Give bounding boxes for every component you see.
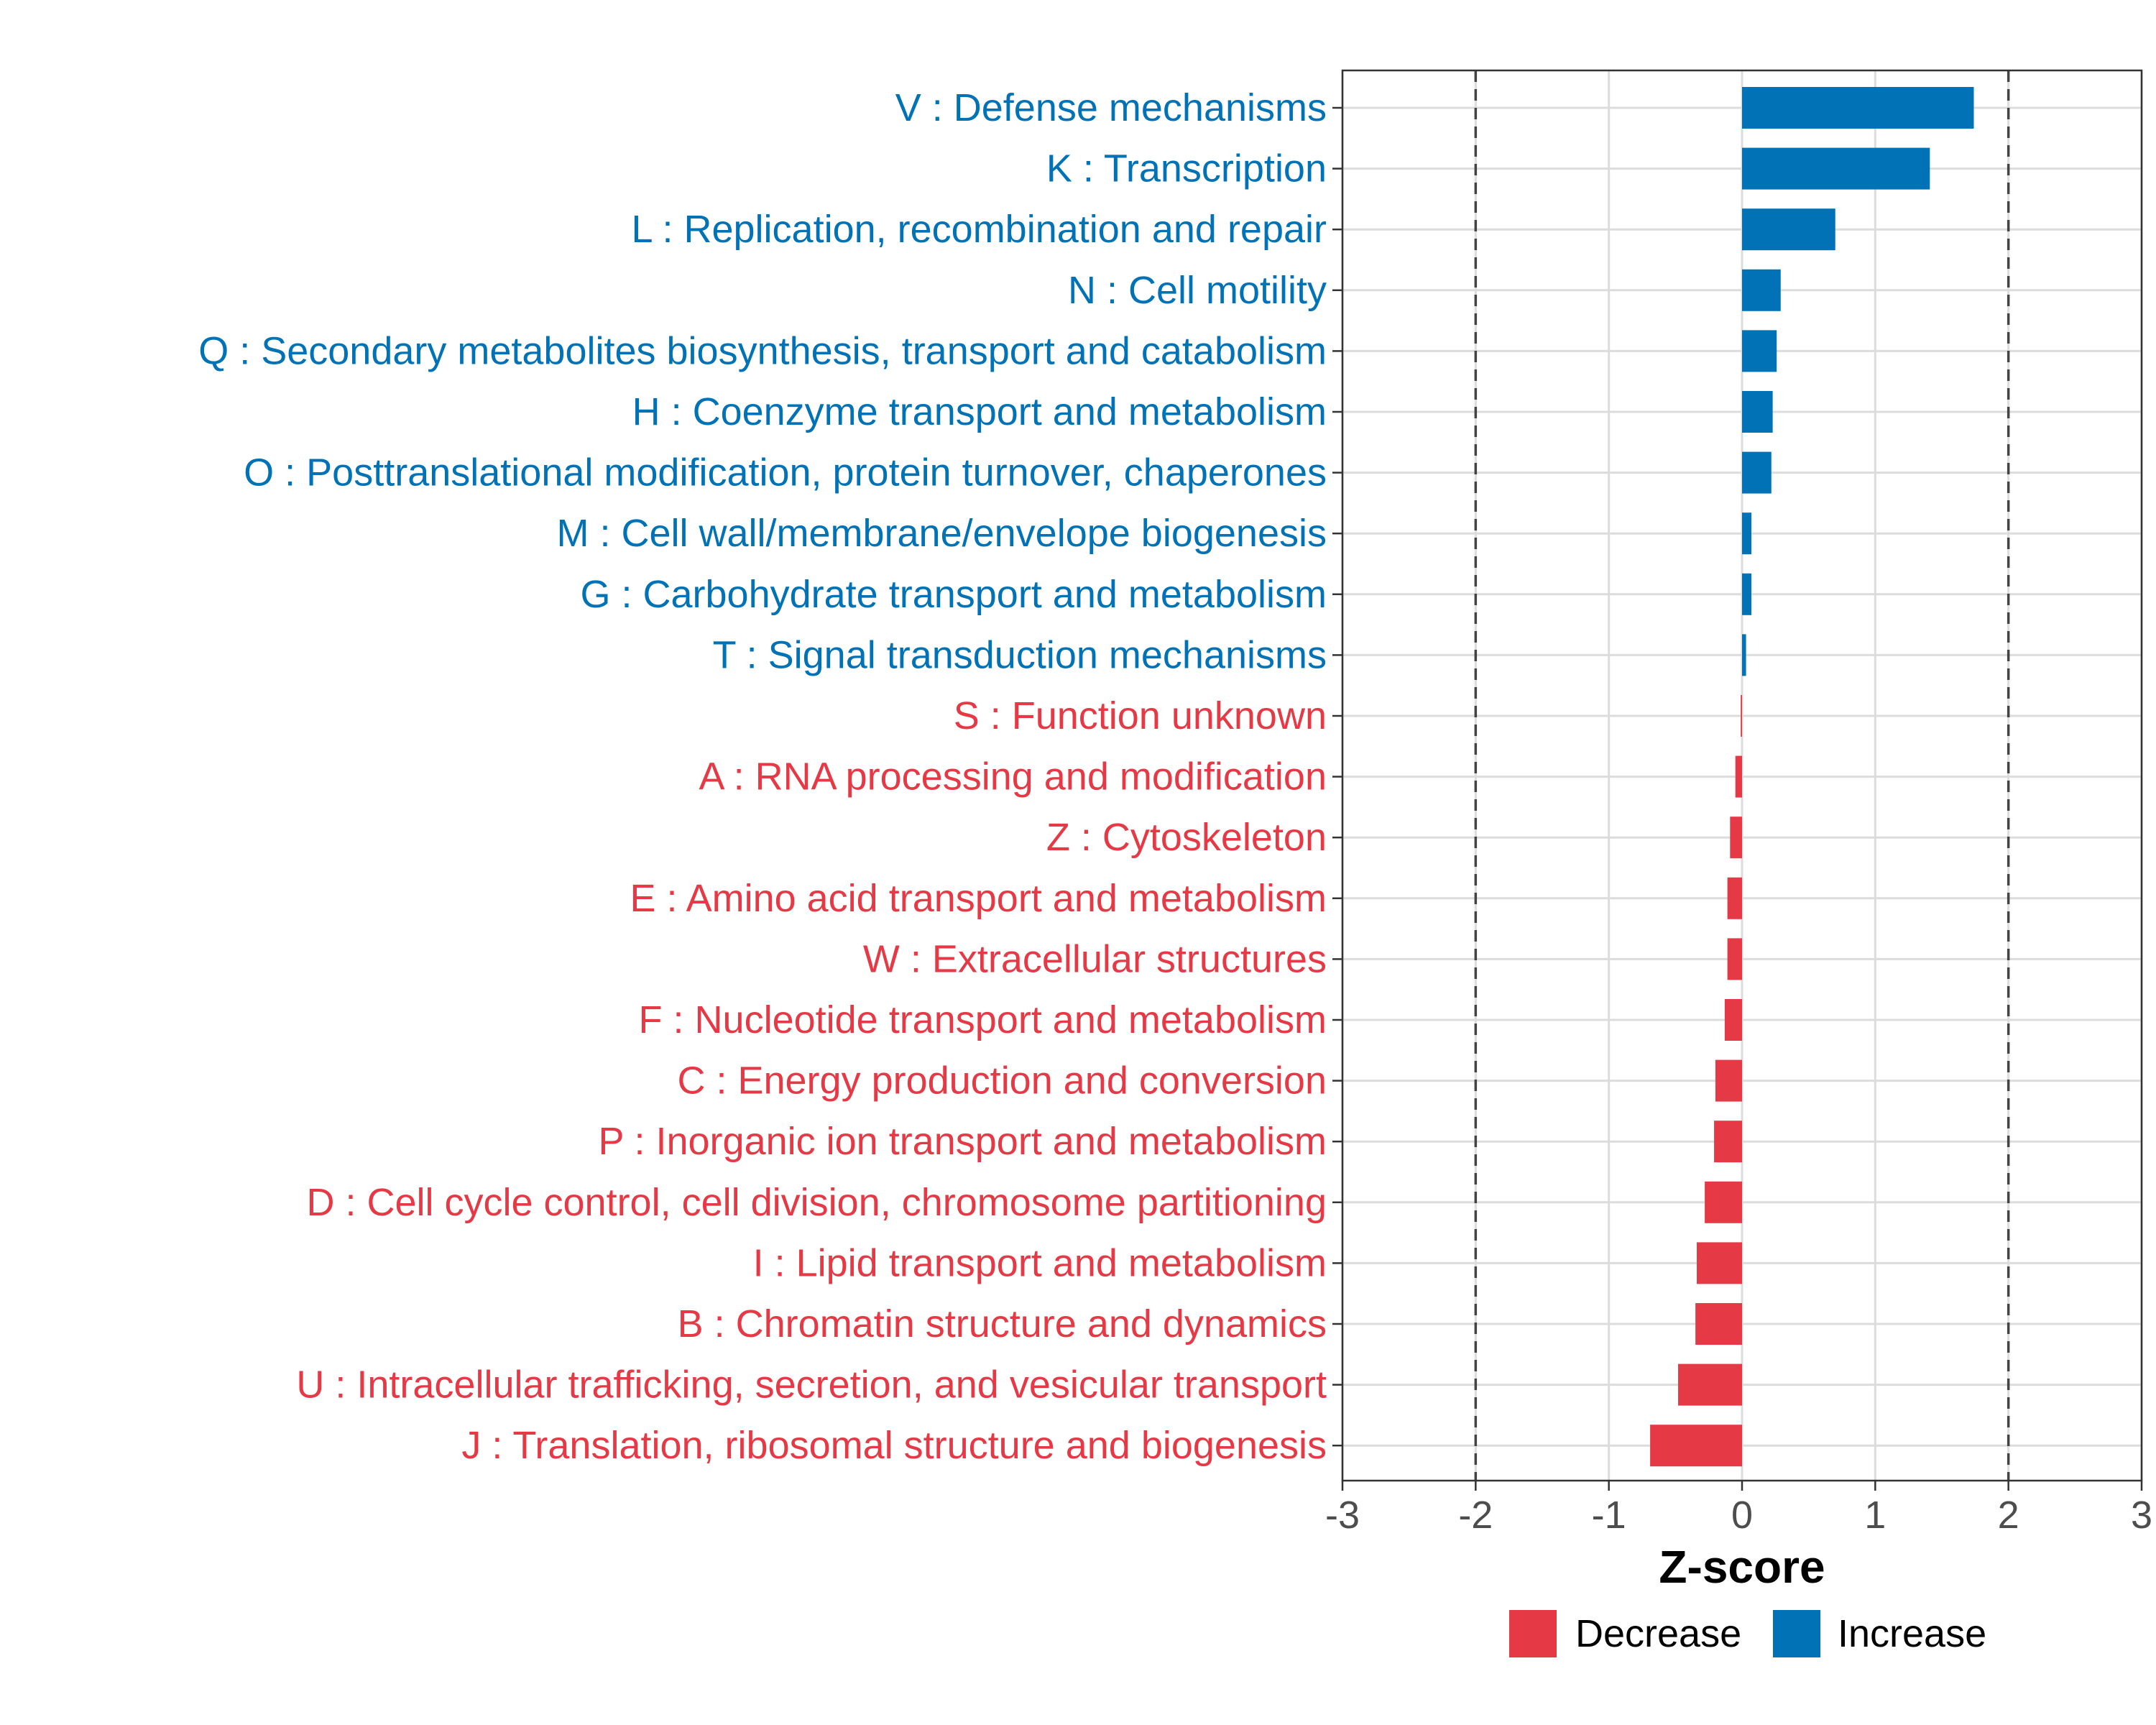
category-label-13: E : Amino acid transport and metabolism <box>630 877 1327 920</box>
category-label-4: Q : Secondary metabolites biosynthesis, … <box>198 329 1327 372</box>
category-label-8: G : Carbohydrate transport and metabolis… <box>581 573 1327 616</box>
bar-16 <box>1715 1059 1742 1102</box>
x-tick-label-0: -3 <box>1325 1494 1360 1537</box>
category-label-1: K : Transcription <box>1046 147 1327 190</box>
category-label-19: I : Lipid transport and metabolism <box>753 1241 1327 1284</box>
bar-15 <box>1724 999 1742 1041</box>
bar-17 <box>1714 1121 1742 1163</box>
category-label-15: F : Nucleotide transport and metabolism <box>639 998 1327 1041</box>
category-label-10: S : Function unknown <box>954 694 1327 737</box>
x-tick-label-2: -1 <box>1592 1494 1626 1537</box>
bar-18 <box>1705 1181 1742 1223</box>
category-label-17: P : Inorganic ion transport and metaboli… <box>598 1120 1327 1163</box>
category-label-21: U : Intracellular trafficking, secretion… <box>296 1363 1327 1407</box>
bar-2 <box>1742 208 1835 251</box>
category-label-20: B : Chromatin structure and dynamics <box>678 1302 1327 1346</box>
legend: Decrease Increase <box>1509 1610 1986 1657</box>
category-label-16: C : Energy production and conversion <box>677 1059 1327 1103</box>
y-axis-ticks <box>1332 106 1342 1447</box>
bar-19 <box>1696 1242 1742 1284</box>
category-label-22: J : Translation, ribosomal structure and… <box>461 1424 1327 1467</box>
bar-6 <box>1742 451 1772 494</box>
x-axis-ticks: -3 -2 -1 0 1 2 3 <box>1325 1481 2152 1537</box>
bar-22 <box>1650 1425 1742 1467</box>
bar-11 <box>1735 755 1742 798</box>
y-axis-labels: V : Defense mechanisms K : Transcription L… <box>198 86 1327 1467</box>
x-axis-title: Z-score <box>1659 1541 1825 1593</box>
category-label-2: L : Replication, recombination and repai… <box>631 208 1327 251</box>
category-label-12: Z : Cytoskeleton <box>1046 816 1327 859</box>
category-label-14: W : Extracellular structures <box>863 937 1327 980</box>
bar-4 <box>1742 330 1777 372</box>
category-label-6: O : Posttranslational modification, prot… <box>244 451 1327 494</box>
bar-1 <box>1742 147 1930 190</box>
category-label-5: H : Coenzyme transport and metabolism <box>632 390 1327 433</box>
x-tick-label-3: 0 <box>1731 1494 1753 1537</box>
bar-0 <box>1742 87 1974 129</box>
x-tick-label-1: -2 <box>1458 1494 1493 1537</box>
category-label-9: T : Signal transduction mechanisms <box>713 633 1327 676</box>
legend-label-increase: Increase <box>1838 1612 1986 1655</box>
bar-14 <box>1727 938 1742 980</box>
category-label-3: N : Cell motility <box>1068 269 1327 312</box>
category-label-18: D : Cell cycle control, cell division, c… <box>306 1181 1327 1224</box>
x-tick-label-4: 1 <box>1864 1494 1886 1537</box>
bar-10 <box>1741 695 1742 737</box>
bar-3 <box>1742 269 1781 311</box>
x-tick-label-6: 3 <box>2131 1494 2152 1537</box>
bar-5 <box>1742 391 1773 433</box>
reference-lines <box>1474 70 2010 1481</box>
legend-key-decrease <box>1509 1610 1557 1657</box>
x-tick-label-5: 2 <box>1998 1494 2019 1537</box>
category-label-7: M : Cell wall/membrane/envelope biogenes… <box>556 512 1327 555</box>
category-label-11: A : RNA processing and modification <box>699 755 1327 799</box>
bar-9 <box>1742 634 1746 676</box>
category-label-0: V : Defense mechanisms <box>895 86 1327 129</box>
bar-20 <box>1695 1303 1742 1345</box>
bar-7 <box>1742 512 1751 555</box>
bar-12 <box>1730 816 1742 859</box>
bars <box>1650 87 1974 1467</box>
bar-8 <box>1742 573 1751 615</box>
bar-21 <box>1678 1363 1742 1406</box>
bar-13 <box>1727 877 1742 919</box>
legend-key-increase <box>1773 1610 1820 1657</box>
legend-label-decrease: Decrease <box>1575 1612 1741 1655</box>
